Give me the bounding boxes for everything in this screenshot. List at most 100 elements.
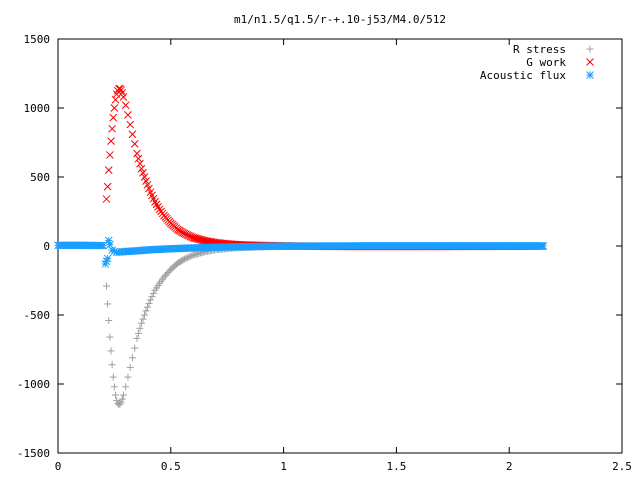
series-g-work bbox=[102, 84, 547, 251]
x-tick: 0 bbox=[55, 39, 62, 473]
data-point bbox=[119, 391, 127, 399]
data-point bbox=[104, 166, 113, 174]
data-point bbox=[131, 344, 139, 352]
data-point bbox=[107, 347, 115, 355]
data-point bbox=[134, 154, 143, 163]
y-tick-label: -1500 bbox=[17, 447, 50, 460]
data-point bbox=[122, 383, 130, 391]
data-point bbox=[124, 111, 132, 119]
data-point bbox=[119, 93, 128, 101]
y-tick: -500 bbox=[24, 309, 622, 322]
data-point bbox=[106, 151, 114, 159]
x-tick: 1.5 bbox=[386, 39, 406, 473]
x-tick: 2.5 bbox=[612, 39, 632, 473]
data-point bbox=[586, 45, 594, 53]
data-point bbox=[115, 84, 123, 93]
y-tick-label: 1000 bbox=[24, 102, 51, 115]
data-point bbox=[108, 361, 116, 369]
y-tick: 1500 bbox=[24, 33, 622, 46]
x-tick: 2 bbox=[506, 39, 513, 473]
data-point bbox=[107, 137, 115, 145]
data-point bbox=[136, 159, 144, 168]
data-point bbox=[145, 300, 153, 307]
series-acoustic-flux bbox=[54, 236, 547, 268]
data-point bbox=[137, 164, 146, 173]
data-point bbox=[104, 300, 112, 308]
y-tick: 500 bbox=[30, 171, 622, 184]
data-point bbox=[112, 391, 120, 399]
y-tick-label: -500 bbox=[24, 309, 51, 322]
data-point bbox=[150, 289, 158, 297]
data-point bbox=[126, 363, 134, 371]
data-point bbox=[182, 254, 190, 262]
legend-entry: G work bbox=[526, 56, 594, 69]
data-point bbox=[188, 252, 196, 260]
data-point bbox=[146, 296, 154, 304]
x-tick: 1 bbox=[280, 39, 287, 473]
data-point bbox=[133, 149, 141, 158]
y-tick-label: 0 bbox=[43, 240, 50, 253]
data-point bbox=[140, 173, 149, 181]
data-point bbox=[140, 311, 148, 319]
data-point bbox=[117, 86, 126, 94]
data-point bbox=[148, 293, 156, 301]
data-point bbox=[102, 195, 111, 203]
data-point bbox=[134, 329, 142, 337]
legend-label: Acoustic flux bbox=[480, 69, 566, 82]
legend-label: G work bbox=[526, 56, 566, 69]
data-series bbox=[54, 84, 547, 409]
data-point bbox=[128, 130, 137, 139]
data-point bbox=[110, 104, 119, 112]
legend-label: R stress bbox=[513, 43, 566, 56]
y-tick: 1000 bbox=[24, 102, 622, 115]
data-point bbox=[133, 334, 141, 342]
data-point bbox=[139, 315, 147, 323]
data-point bbox=[103, 254, 112, 263]
y-tick: -1000 bbox=[17, 378, 622, 391]
data-point bbox=[126, 120, 135, 129]
y-tick-label: -1000 bbox=[17, 378, 50, 391]
data-point bbox=[106, 333, 114, 341]
data-point bbox=[108, 124, 116, 133]
data-point bbox=[118, 395, 126, 403]
data-point bbox=[110, 383, 118, 391]
data-point bbox=[109, 113, 118, 122]
legend-entry: R stress bbox=[513, 43, 594, 56]
data-point bbox=[586, 58, 594, 66]
y-tick-label: 1500 bbox=[24, 33, 51, 46]
y-tick: -1500 bbox=[17, 447, 622, 460]
y-tick-label: 500 bbox=[30, 171, 50, 184]
data-point bbox=[124, 373, 132, 381]
data-point bbox=[586, 71, 594, 79]
x-tick-label: 0.5 bbox=[161, 460, 181, 473]
legend-entry: Acoustic flux bbox=[480, 69, 594, 82]
data-point bbox=[539, 242, 547, 250]
data-point bbox=[103, 182, 112, 191]
chart-title: m1/n1.5/q1.5/r-+.10-j53/M4.0/512 bbox=[234, 13, 446, 26]
axes: 0 0.5 1 1.5 2 2.5 1500 1000 500 0 -500 -1000 -1500 bbox=[17, 33, 632, 473]
data-point bbox=[143, 303, 151, 311]
data-point bbox=[179, 256, 187, 264]
data-point bbox=[128, 354, 136, 362]
data-point bbox=[121, 101, 130, 110]
data-point bbox=[130, 140, 139, 148]
x-tick: 0.5 bbox=[161, 39, 181, 473]
data-point bbox=[142, 307, 150, 315]
x-tick-label: 0 bbox=[55, 460, 62, 473]
x-tick-label: 1 bbox=[280, 460, 287, 473]
data-point bbox=[105, 317, 113, 325]
data-point bbox=[180, 255, 188, 263]
x-tick-label: 2.5 bbox=[612, 460, 632, 473]
data-point bbox=[139, 169, 147, 177]
data-point bbox=[183, 254, 191, 262]
series-r-stress bbox=[103, 242, 547, 409]
data-point bbox=[103, 282, 111, 290]
data-point bbox=[185, 253, 193, 261]
data-point bbox=[109, 373, 117, 381]
data-point bbox=[186, 252, 194, 260]
data-point bbox=[137, 319, 145, 327]
x-tick-label: 2 bbox=[506, 460, 513, 473]
x-tick-label: 1.5 bbox=[386, 460, 406, 473]
